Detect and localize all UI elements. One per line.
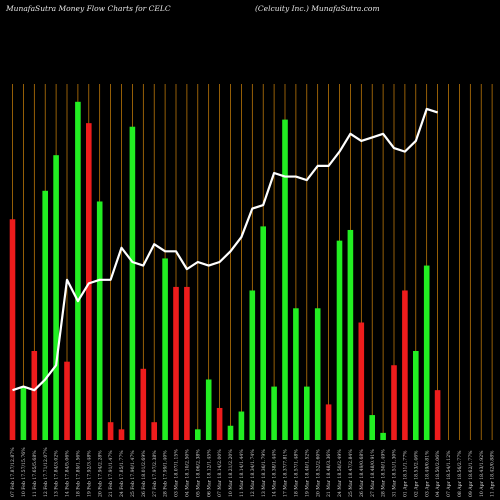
outflow-bar: [434, 390, 441, 440]
x-tick-label: 26 Feb 18.01/2.69%: [141, 450, 147, 497]
x-tick-label: 13 Mar 18.36/1.79%: [261, 449, 267, 497]
x-tick-label: 14 Mar 18.38/1.44%: [272, 449, 278, 497]
x-tick-label: 21 Feb 17.91/1.47%: [108, 450, 114, 497]
x-tick-label: 24 Feb 17.85/1.77%: [119, 450, 125, 497]
x-tick-label: 28 Mar 18.50/1.49%: [381, 449, 387, 497]
outflow-bar: [64, 361, 70, 440]
inflow-bar: [369, 415, 375, 440]
x-tick-label: 31 Mar 18.51/1.30%: [392, 449, 398, 497]
outflow-bar: [9, 219, 16, 440]
inflow-bar: [20, 386, 27, 440]
flow-bars: [9, 101, 441, 441]
inflow-bar: [347, 229, 354, 440]
inflow-bar: [282, 119, 288, 440]
x-tick-label: 11 Mar 18.14/1.44%: [239, 449, 245, 497]
x-tick-label: 03 Apr 18.49/0.81%: [424, 450, 430, 497]
x-tick-label: 05 Mar 18.06/2.38%: [195, 449, 201, 497]
x-tick-label: 04 Mar 18.10/2.50%: [185, 449, 191, 497]
x-tick-label: 17 Mar 18.37/7.81%: [283, 449, 289, 497]
inflow-bar: [75, 101, 81, 441]
outflow-bar: [216, 407, 223, 440]
x-tick-label: 11 Apr 18.42/0.88%: [490, 450, 496, 497]
outflow-bar: [391, 365, 397, 440]
inflow-bar: [423, 265, 430, 440]
x-tick-label: 28 Feb 17.99/1.40%: [163, 450, 169, 497]
outflow-bar: [86, 123, 92, 440]
x-tick-label: 10 Mar 18.21/2.20%: [228, 449, 234, 497]
x-tick-label: 26 Mar 18.49/0.68%: [359, 449, 365, 497]
x-tick-label: 19 Feb 17.92/3.48%: [86, 450, 92, 497]
inflow-bar: [413, 351, 419, 440]
inflow-bar: [304, 386, 310, 440]
x-tick-label: 20 Mar 18.52/2.60%: [315, 449, 321, 497]
inflow-bar: [336, 240, 343, 440]
inflow-bar: [205, 379, 212, 440]
outflow-bar: [325, 404, 332, 440]
x-tick-label: 20 Feb 17.94/2.28%: [97, 450, 103, 497]
inflow-bar: [162, 258, 168, 440]
x-tick-label: 25 Mar 18.47/2.84%: [348, 449, 354, 497]
outflow-bar: [118, 429, 125, 440]
x-tick-label: 11 Feb 17.65/5.68%: [32, 450, 38, 497]
inflow-bar: [195, 429, 201, 440]
inflow-bar: [314, 308, 321, 440]
inflow-bar: [260, 226, 266, 440]
x-tick-label: 10 Feb 17.57/15.76%: [21, 447, 27, 497]
inflow-bar: [227, 425, 234, 440]
x-tick-label: 19 Mar 18.40/1.52%: [304, 449, 310, 497]
x-tick-label: 07 Mar 18.14/2.00%: [217, 449, 223, 497]
inflow-bar: [249, 290, 256, 440]
inflow-bar: [238, 411, 245, 440]
x-tick-label: 13 Feb 17.84/3.02%: [54, 450, 60, 497]
x-tick-label: 18 Mar 18.57/1.48%: [294, 449, 300, 497]
price-line: [12, 107, 438, 392]
outflow-bar: [31, 351, 38, 440]
inflow-bar: [42, 190, 48, 440]
outflow-bar: [402, 290, 408, 440]
outflow-bar: [140, 368, 147, 440]
inflow-bar: [293, 308, 299, 440]
x-tick-label: 03 Mar 18.07/1.15%: [174, 449, 180, 497]
x-tick-label: 25 Feb 17.90/1.47%: [130, 450, 136, 497]
x-tick-label: 21 Mar 18.48/3.36%: [326, 449, 332, 497]
x-tick-label: 12 Feb 17.71/12.07%: [43, 447, 49, 497]
x-tick-label: 01 Apr 18.31/1.77%: [403, 450, 409, 497]
x-tick-label: 12 Mar 18.34/1.74%: [250, 449, 256, 497]
outflow-bar: [358, 322, 365, 440]
outflow-bar: [184, 286, 190, 440]
x-tick-label: 10 Apr 18.43/1.92%: [479, 450, 485, 497]
x-tick-label: 24 Mar 18.50/2.49%: [337, 449, 343, 497]
outflow-bar: [151, 422, 157, 440]
outflow-bar: [173, 286, 179, 440]
x-tick-label: 07 Apr 18.54/1.12%: [446, 450, 452, 497]
x-tick-label: 04 Apr 18.50/2.06%: [435, 450, 441, 497]
inflow-bar: [271, 386, 277, 440]
x-tick-label: 06 Mar 18.12/1.45%: [206, 449, 212, 497]
x-tick-label: 14 Feb 17.84/5.06%: [65, 450, 71, 497]
x-tick-label: 18 Feb 17.89/1.56%: [76, 450, 82, 497]
x-tick-label: 27 Feb 17.97/2.38%: [152, 450, 158, 497]
x-tick-label: 02 Apr 18.53/2.46%: [413, 450, 419, 497]
inflow-bar: [53, 155, 59, 440]
chart-title: MunafaSutra Money Flow Charts for CELC: [6, 4, 171, 13]
inflow-bar: [129, 126, 136, 440]
x-tick-label: 27 Mar 18.48/0.91%: [370, 449, 376, 497]
site-title: (Celcuity Inc.) MunafaSutra.com: [255, 4, 380, 13]
x-tick-labels: 07 Feb 17.87/12.87% 10 Feb 17.57/15.76% 11…: [10, 447, 496, 497]
outflow-bar: [107, 422, 114, 440]
inflow-bar: [96, 201, 103, 440]
x-tick-label: 09 Apr 18.62/1.77%: [468, 450, 474, 497]
x-tick-label: 08 Apr 18.56/2.77%: [457, 450, 463, 497]
inflow-bar: [380, 432, 386, 440]
x-tick-label: 07 Feb 17.87/12.87%: [10, 447, 16, 497]
